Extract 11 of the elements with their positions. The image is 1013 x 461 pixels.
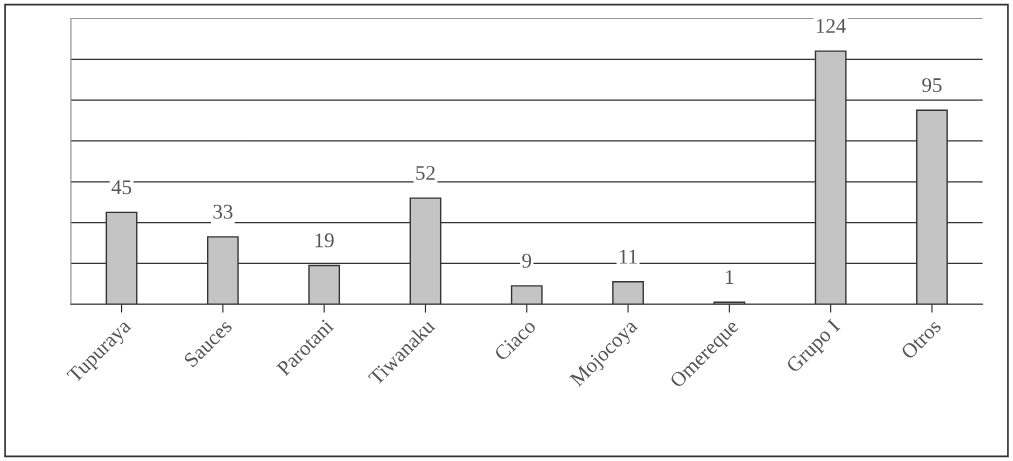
data-label: 33 — [213, 204, 233, 219]
data-label: 11 — [619, 249, 637, 264]
data-label: 124 — [816, 18, 846, 33]
data-label: 19 — [315, 233, 334, 248]
data-label: 9 — [522, 253, 532, 268]
data-label: 95 — [922, 78, 942, 93]
bar — [510, 285, 543, 305]
data-label: 45 — [111, 180, 132, 195]
data-label: 52 — [416, 165, 435, 180]
bar — [612, 281, 644, 305]
data-label: 1 — [725, 270, 734, 284]
